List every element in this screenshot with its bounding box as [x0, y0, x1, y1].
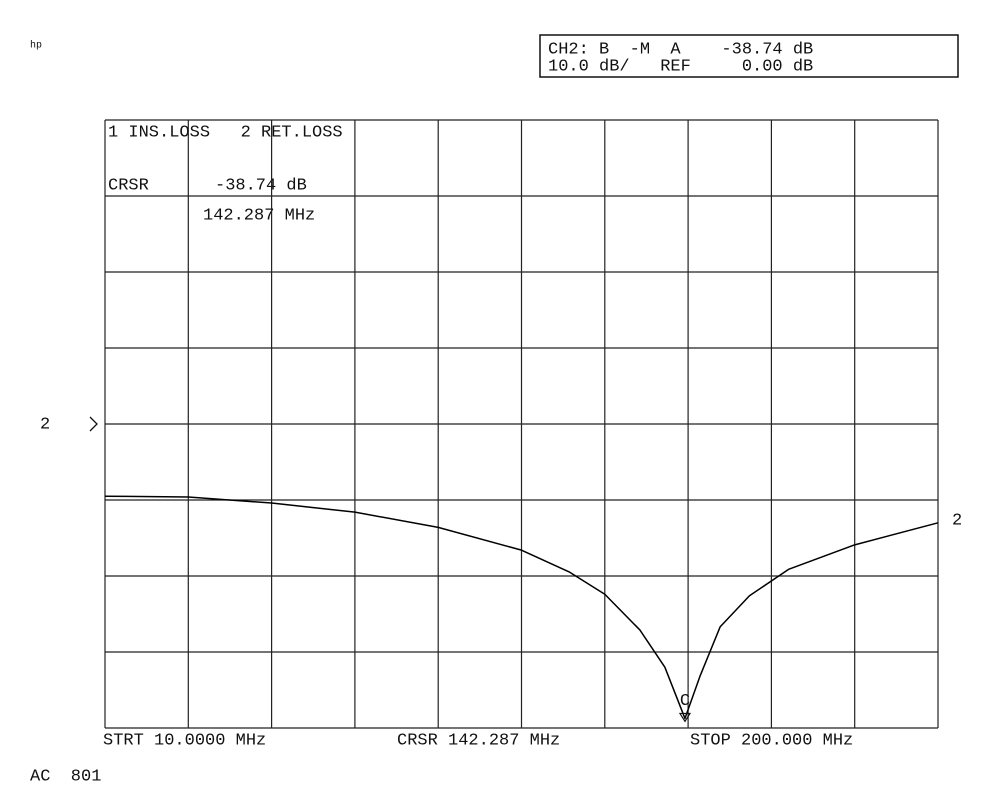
cursor-letter: C	[680, 692, 690, 711]
cursor-footer: CRSR 142.287 MHz	[397, 731, 560, 750]
trace-labels: 1 INS.LOSS 2 RET.LOSS	[108, 123, 343, 142]
trace	[104, 495, 939, 720]
cursor-label: CRSR	[108, 176, 149, 195]
cursor-value: -38.74 dB	[215, 176, 307, 195]
brand: hp	[30, 40, 42, 52]
stop-frequency: STOP 200.000 MHz	[690, 731, 853, 750]
cursor-marker	[678, 712, 692, 723]
header-line: 10.0 dB/ REF 0.00 dB	[548, 57, 813, 76]
start-frequency: STRT 10.0000 MHz	[103, 731, 266, 750]
header-line: CH2: B -M A -38.74 dB	[548, 40, 813, 59]
cursor-frequency: 142.287 MHz	[203, 206, 315, 225]
bottom-note: AC 801	[30, 767, 101, 786]
ref-trace-label: 2	[40, 415, 50, 434]
trace-end-label: 2	[952, 511, 962, 530]
ref-marker	[89, 416, 98, 432]
header-box	[539, 34, 959, 78]
